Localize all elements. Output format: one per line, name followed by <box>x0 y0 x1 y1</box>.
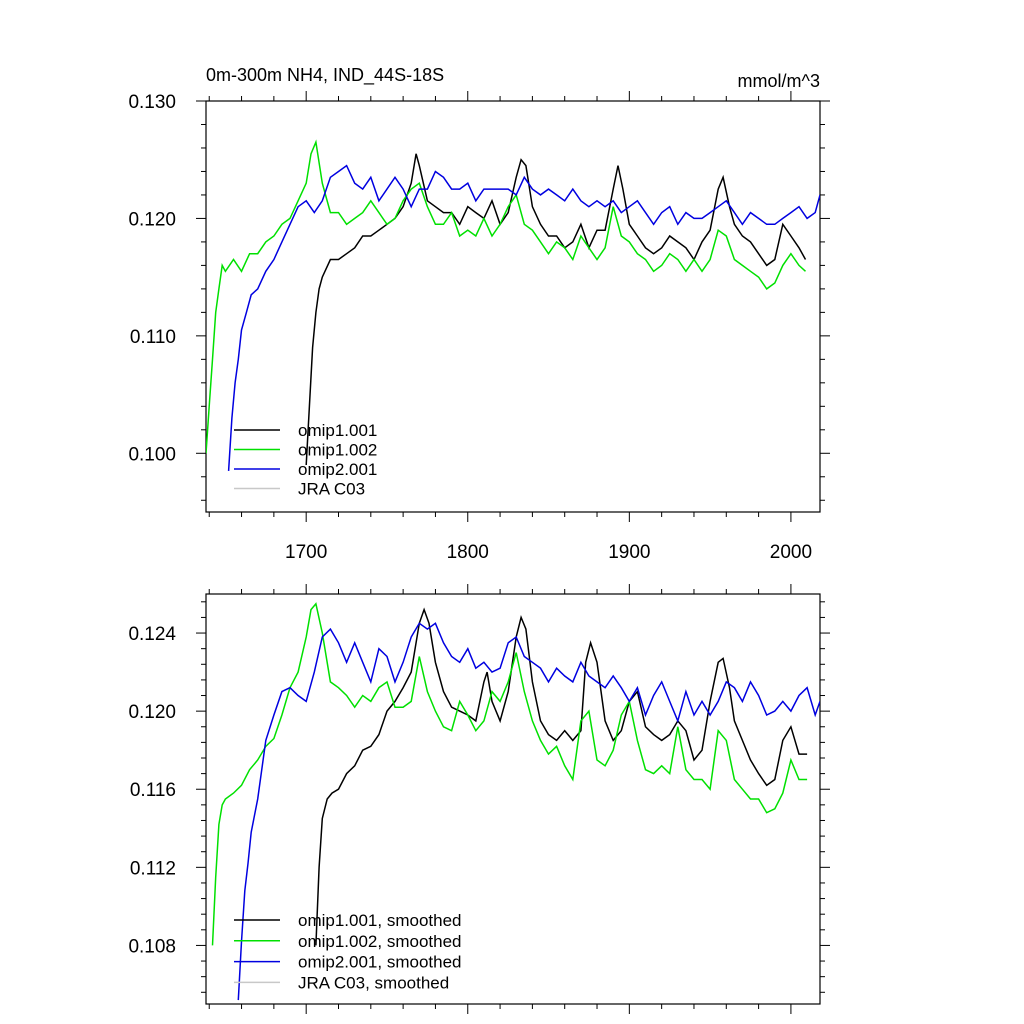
series-line-omip1-001 <box>305 153 807 466</box>
legend-label: omip1.002, smoothed <box>298 932 462 951</box>
bottom-panel: 0.108 0.112 0.116 0.120 0.124 omip1.001, smoo… <box>128 584 830 1014</box>
top-panel: 1700 1800 1900 2000 0.100 0.110 0.120 0.130 0m-3… <box>128 65 830 563</box>
legend-label: omip2.001 <box>298 460 377 479</box>
legend-label: JRA C03 <box>298 480 365 499</box>
y-tick-label: 0.124 <box>128 624 176 645</box>
series-line-omip1-002 <box>206 139 807 454</box>
y-tick-label: 0.108 <box>128 936 176 957</box>
y-tick-label: 0.110 <box>130 327 176 348</box>
legend-label: omip1.001, smoothed <box>298 911 462 930</box>
legend-label: omip1.002 <box>298 441 377 460</box>
y-tick-label: 0.116 <box>130 780 176 801</box>
x-tick-label: 1800 <box>447 542 489 563</box>
y-tick-label: 0.112 <box>130 858 176 879</box>
y-tick-label: 0.120 <box>128 209 176 230</box>
chart-title: 0m-300m NH4, IND_44S-18S <box>206 65 444 86</box>
series-line-omip2-001-smoothed <box>237 622 820 1001</box>
x-tick-label: 2000 <box>770 542 812 563</box>
y-tick-label: 0.130 <box>128 92 176 113</box>
y-tick-label: 0.120 <box>128 702 176 723</box>
x-tick-label: 1900 <box>608 542 650 563</box>
y-tick-label: 0.100 <box>128 444 176 465</box>
legend-label: omip2.001, smoothed <box>298 953 462 972</box>
series-line-omip2-001 <box>227 164 820 471</box>
units-label: mmol/m^3 <box>738 71 820 91</box>
series-line-omip1-002-smoothed <box>211 602 808 946</box>
series-line-omip1-001-smoothed <box>315 607 808 946</box>
legend-label: JRA C03, smoothed <box>298 973 449 992</box>
plot-frame <box>205 593 821 1005</box>
x-tick-label: 1700 <box>285 542 327 563</box>
legend-label: omip1.001 <box>298 421 377 440</box>
plot-frame <box>205 100 821 513</box>
